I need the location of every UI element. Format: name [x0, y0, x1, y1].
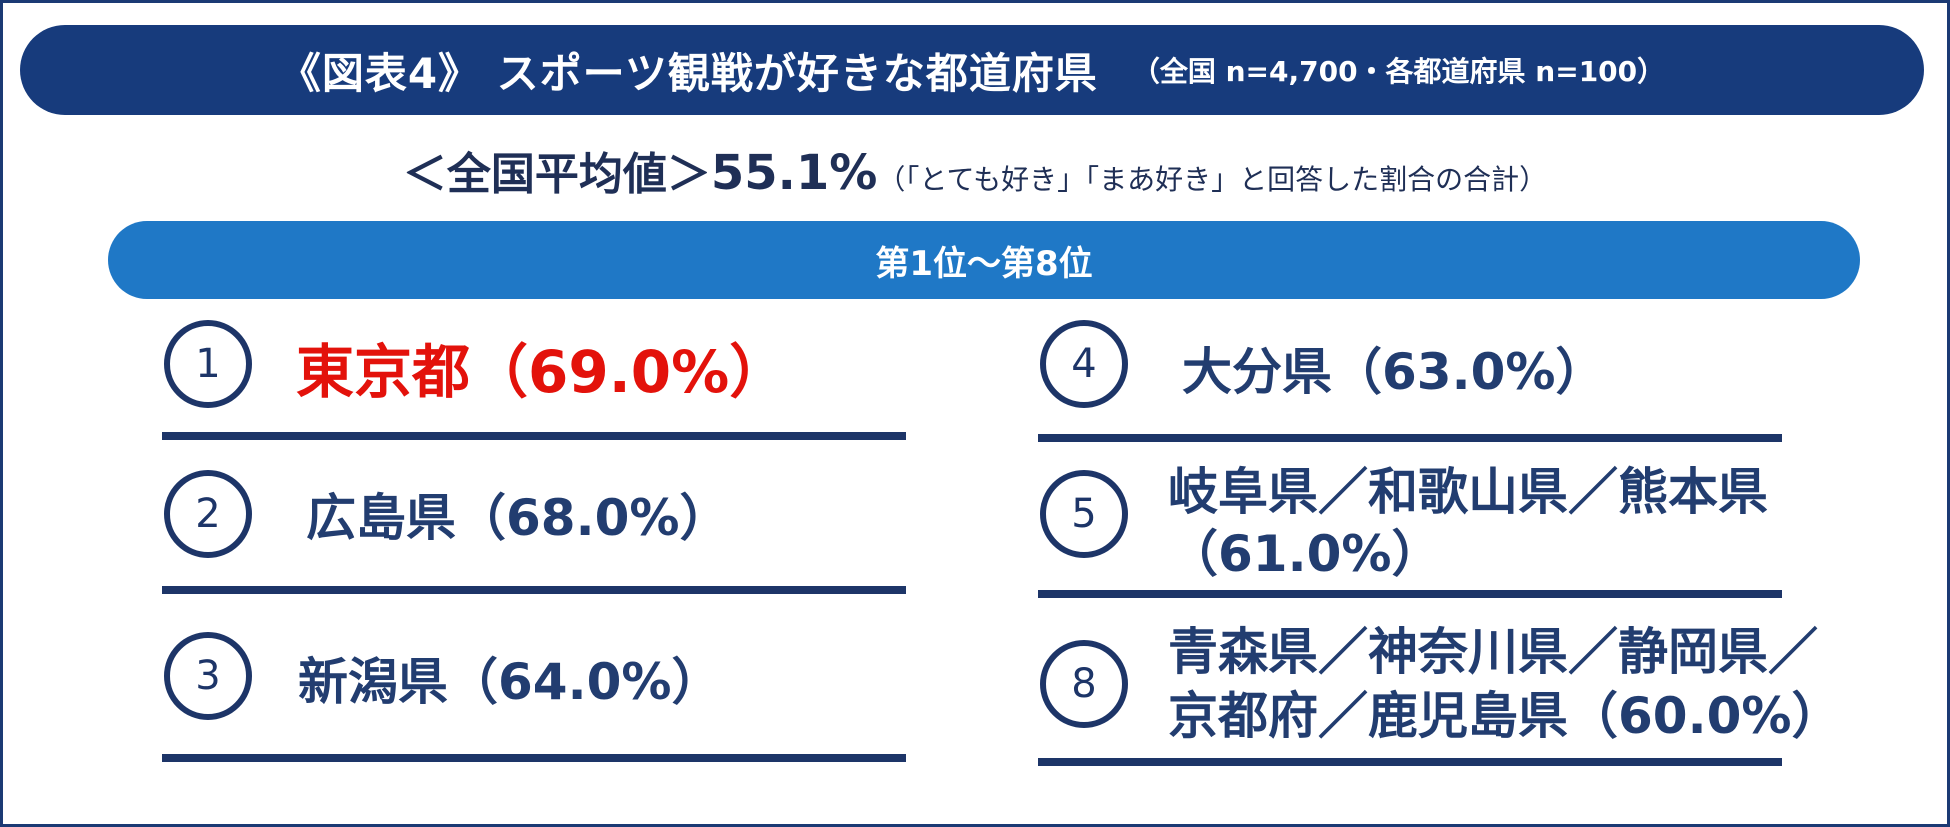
rank-range-banner: 第1位～第8位	[108, 221, 1860, 299]
divider	[1038, 434, 1782, 442]
prefecture-name: 東京都（69.0%）	[296, 338, 788, 406]
prefecture-name: 大分県（63.0%）	[1182, 343, 1606, 401]
page-title: 《図表4》 スポーツ観戦が好きな都道府県	[278, 48, 1098, 98]
sample-size-note: （全国 n=4,700・各都道府県 n=100）	[1131, 55, 1666, 88]
divider	[162, 586, 906, 594]
divider	[162, 432, 906, 440]
average-note: （「とても好き」「まあ好き」と回答した割合の合計）	[877, 163, 1548, 196]
rank-range-label: 第1位～第8位	[875, 243, 1093, 284]
national-average: ＜全国平均値＞55.1%（「とても好き」「まあ好き」と回答した割合の合計）	[0, 138, 1950, 202]
average-label: ＜全国平均値＞	[402, 149, 711, 200]
divider	[1038, 758, 1782, 766]
rank-badge: 3	[164, 632, 252, 720]
prefecture-names-percentage: 京都府／鹿児島県（60.0%）	[1168, 687, 1842, 745]
rank-badge: 8	[1040, 640, 1128, 728]
prefecture-names: 岐阜県／和歌山県／熊本県	[1168, 463, 1768, 521]
rank-badge: 2	[164, 470, 252, 558]
average-value: 55.1%	[710, 145, 878, 201]
rank-badge: 4	[1040, 320, 1128, 408]
title-banner: 《図表4》 スポーツ観戦が好きな都道府県 （全国 n=4,700・各都道府県 n…	[20, 25, 1924, 115]
rank-badge: 1	[164, 320, 252, 408]
prefecture-name: 広島県（68.0%）	[306, 489, 730, 547]
prefecture-name: 新潟県（64.0%）	[298, 653, 722, 711]
divider	[1038, 590, 1782, 598]
divider	[162, 754, 906, 762]
rank-badge: 5	[1040, 470, 1128, 558]
prefecture-percentage: （61.0%）	[1168, 525, 1442, 583]
prefecture-names: 青森県／神奈川県／静岡県／	[1168, 623, 1818, 681]
